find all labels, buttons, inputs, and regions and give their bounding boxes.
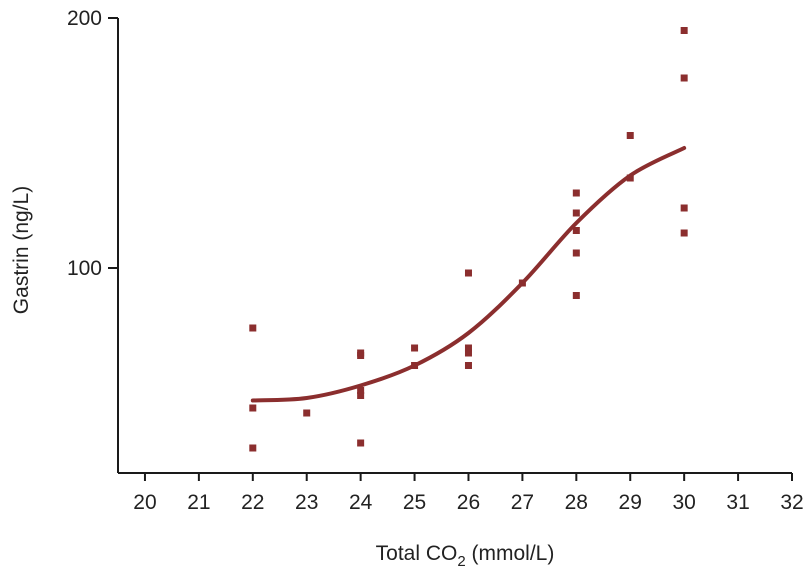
x-tick-label: 24 (349, 491, 373, 514)
data-point (464, 349, 472, 357)
data-point (249, 444, 257, 452)
data-point (464, 362, 472, 369)
scatter-points (249, 27, 688, 452)
x-tick-label: 32 (780, 491, 803, 514)
x-tick-label: 26 (457, 491, 480, 514)
data-point (357, 352, 365, 359)
data-point (680, 27, 688, 34)
data-point (626, 132, 634, 139)
data-point (357, 392, 365, 399)
y-axis-ticks: 100 200 (67, 7, 118, 280)
x-tick-label: 27 (511, 491, 534, 514)
x-tick-label: 23 (295, 491, 318, 514)
data-point (357, 439, 365, 447)
y-axis-title: Gastrin (ng/L) (10, 186, 33, 314)
data-point (411, 344, 419, 352)
data-point (303, 409, 311, 417)
x-axis-title: Total CO2 (mmol/L) (376, 542, 555, 570)
x-tick-label: 20 (133, 491, 156, 514)
fit-curve (250, 146, 687, 403)
x-axis-title-subscript: 2 (457, 553, 465, 570)
x-axis-title-prefix: Total CO (376, 542, 458, 565)
chart-axes (117, 18, 792, 474)
x-tick-label: 30 (672, 491, 695, 514)
data-point (249, 324, 257, 332)
x-tick-label: 25 (403, 491, 426, 514)
x-tick-label: 31 (726, 491, 749, 514)
data-point (572, 209, 580, 217)
data-point (249, 404, 257, 412)
data-point (572, 189, 580, 197)
data-point (680, 229, 688, 237)
x-axis-title-suffix: (mmol/L) (466, 542, 555, 565)
data-point (680, 204, 688, 212)
y-tick-label: 100 (67, 257, 102, 280)
x-tick-label: 28 (565, 491, 588, 514)
data-point (464, 344, 472, 352)
data-point (680, 74, 688, 82)
data-point (464, 269, 472, 277)
x-tick-label: 21 (187, 491, 210, 514)
data-point (411, 362, 419, 369)
data-point (518, 279, 526, 287)
data-point (626, 174, 634, 182)
data-point (572, 227, 580, 234)
y-tick-label: 200 (67, 7, 102, 30)
x-axis-ticks: 20 21 22 23 24 25 26 27 28 29 30 31 32 (133, 473, 804, 514)
data-point (357, 387, 365, 394)
x-tick-label: 22 (241, 491, 264, 514)
data-point (572, 292, 580, 299)
x-tick-label: 29 (619, 491, 642, 514)
data-point (572, 249, 580, 257)
